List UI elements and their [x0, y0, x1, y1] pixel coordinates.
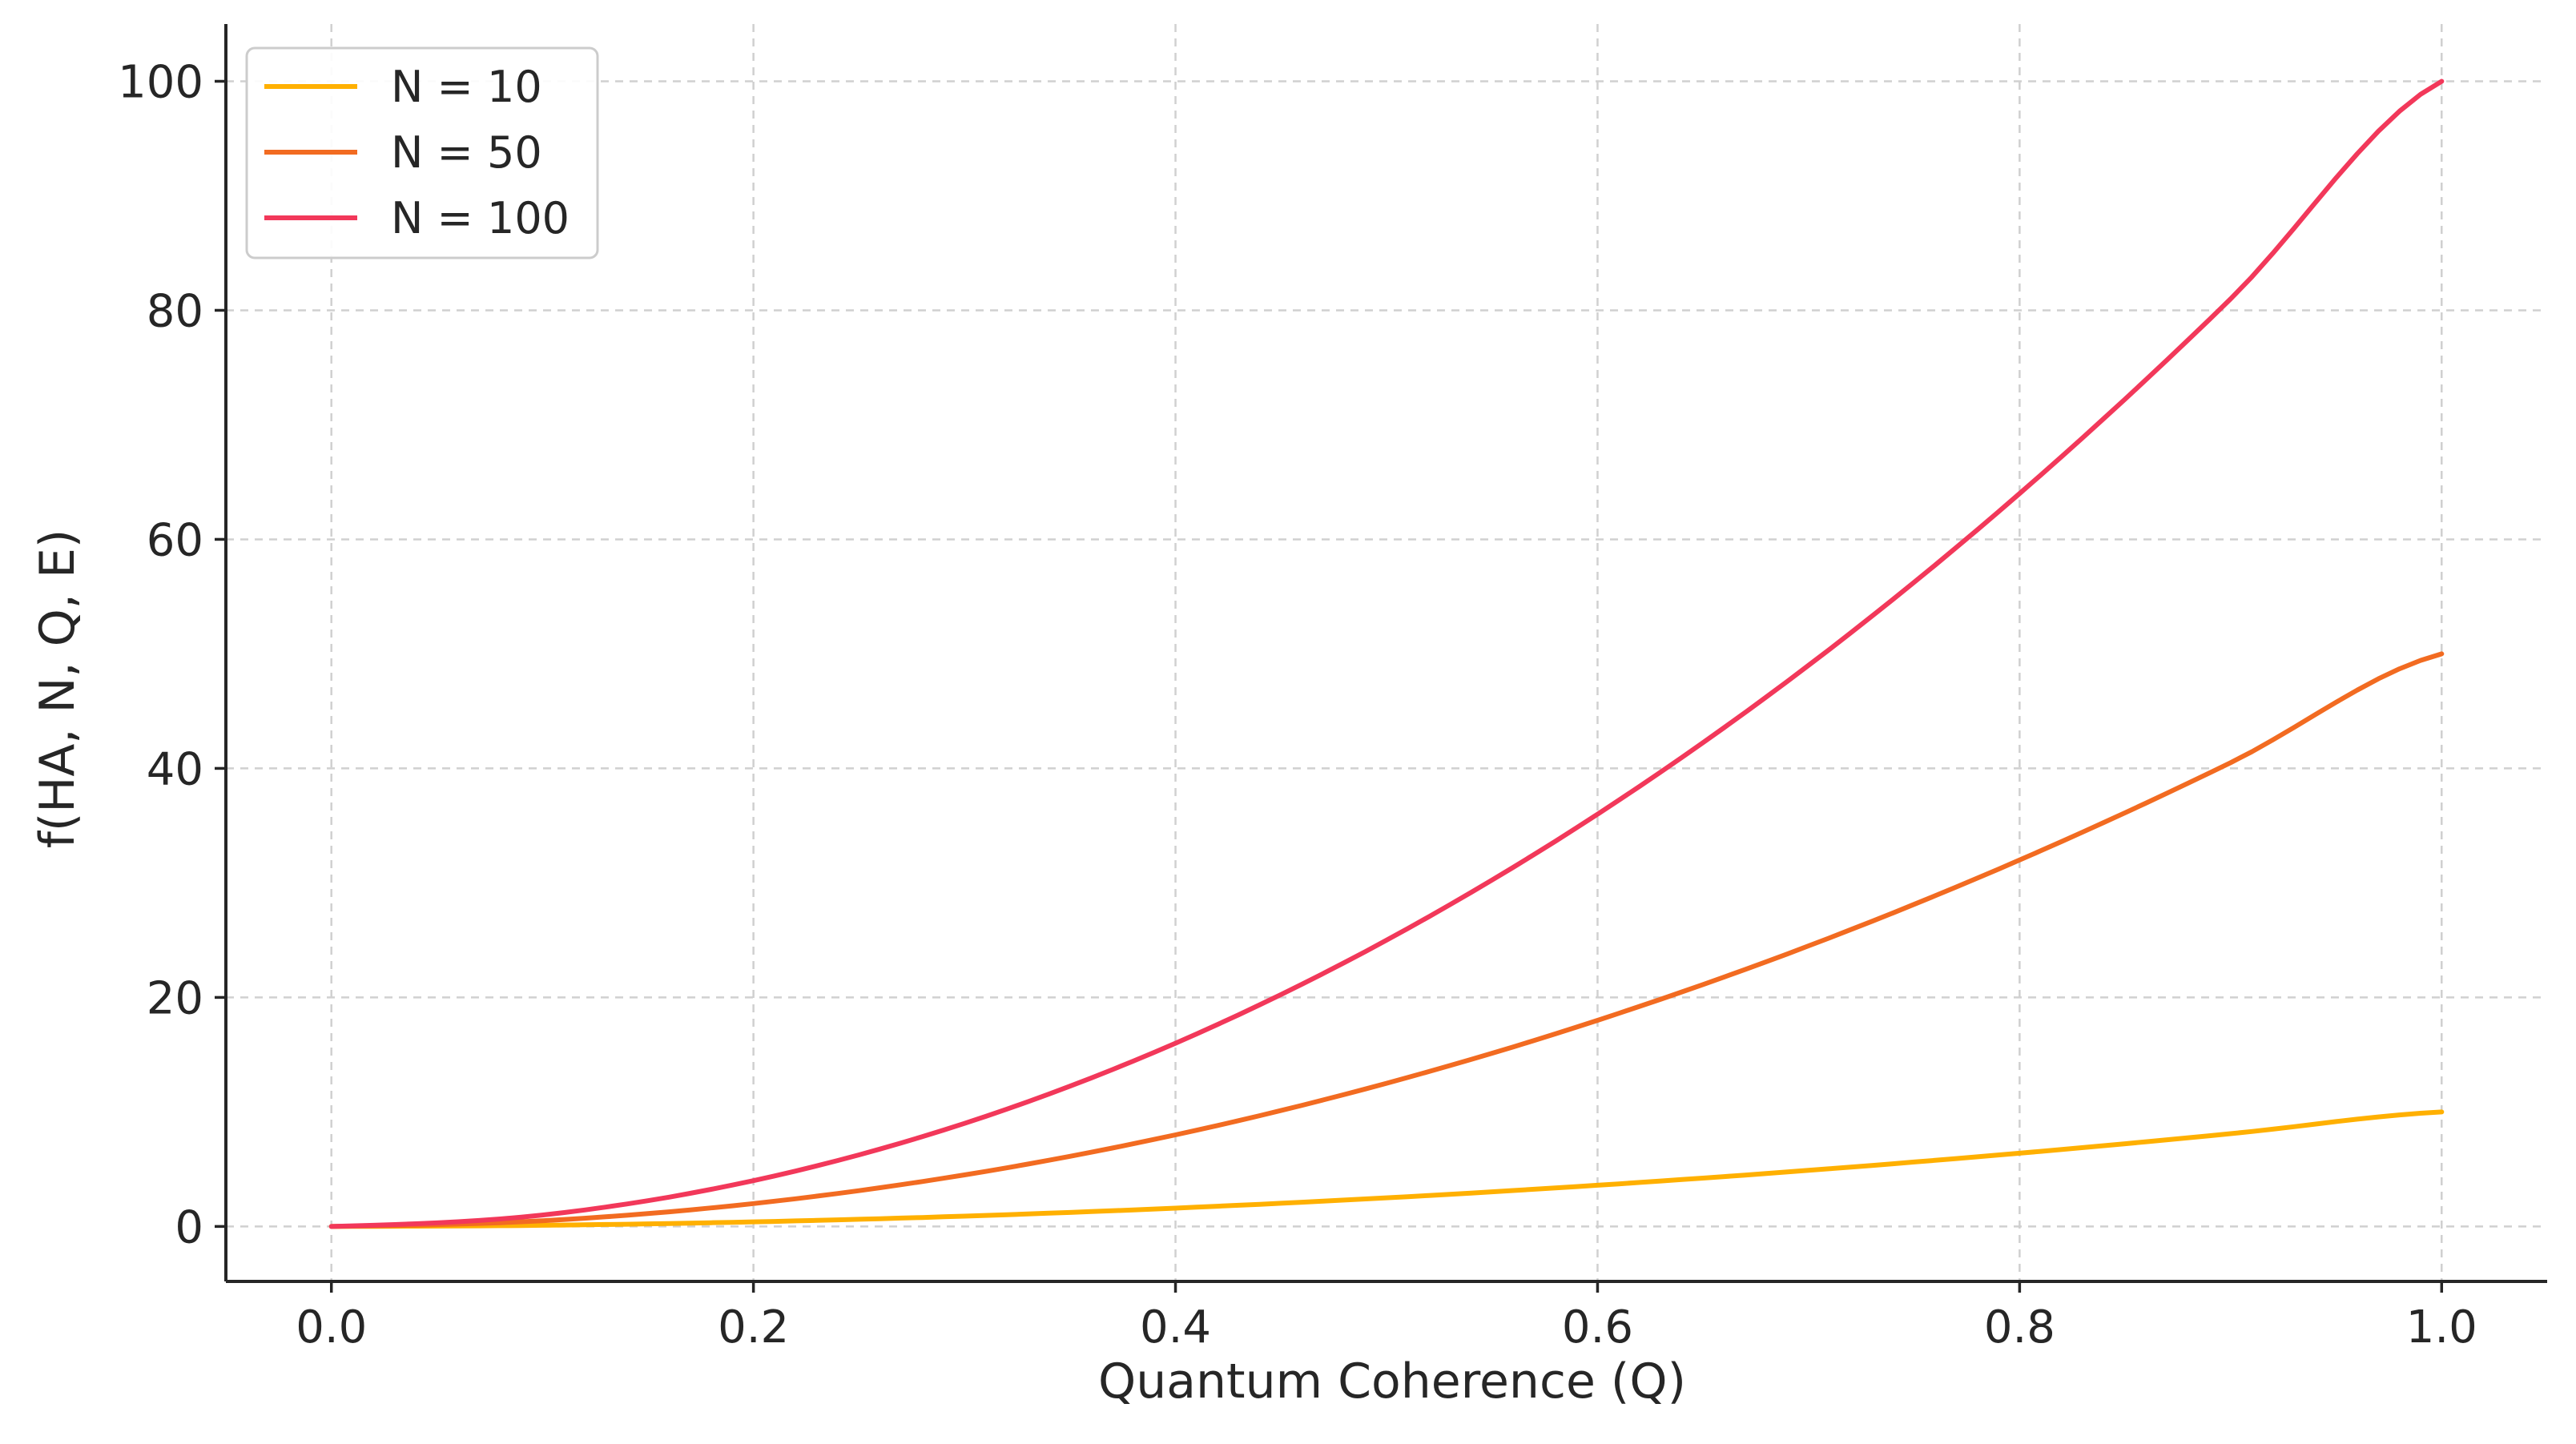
y-axis-ticks: 0 20 40 60 80 100 — [118, 56, 226, 1253]
series-line-2 — [328, 651, 2445, 1229]
y-tick-label: 80 — [147, 285, 203, 337]
axes — [224, 24, 2547, 1283]
y-tick-label: 0 — [175, 1201, 203, 1253]
series-line-1 — [328, 1109, 2445, 1229]
series-lines — [328, 78, 2445, 1229]
x-tick-label: 0.6 — [1562, 1301, 1633, 1353]
x-axis-title: Quantum Coherence (Q) — [1098, 1353, 1686, 1410]
x-tick-label: 0.4 — [1140, 1301, 1211, 1353]
grid — [226, 24, 2547, 1281]
legend-label-2: N = 50 — [391, 127, 542, 178]
x-tick-label: 0.2 — [718, 1301, 789, 1353]
x-tick-label: 0.8 — [1984, 1301, 2055, 1353]
y-axis-title: f(HA, N, Q, E) — [30, 529, 86, 849]
legend-box — [245, 46, 599, 259]
y-tick-label: 60 — [147, 514, 203, 566]
x-tick-label: 1.0 — [2406, 1301, 2477, 1353]
legend-label-3: N = 100 — [391, 193, 570, 243]
series-line-3 — [328, 78, 2445, 1229]
legend: N = 10 N = 50 N = 100 — [245, 46, 599, 259]
y-tick-label: 20 — [147, 972, 203, 1024]
y-tick-label: 40 — [147, 743, 203, 795]
x-tick-label: 0.0 — [296, 1301, 367, 1353]
legend-entries: N = 10 N = 50 N = 100 — [264, 62, 570, 243]
x-axis-ticks: 0.0 0.2 0.4 0.6 0.8 1.0 — [296, 1281, 2477, 1353]
legend-label-1: N = 10 — [391, 62, 542, 112]
y-tick-label: 100 — [118, 56, 203, 108]
